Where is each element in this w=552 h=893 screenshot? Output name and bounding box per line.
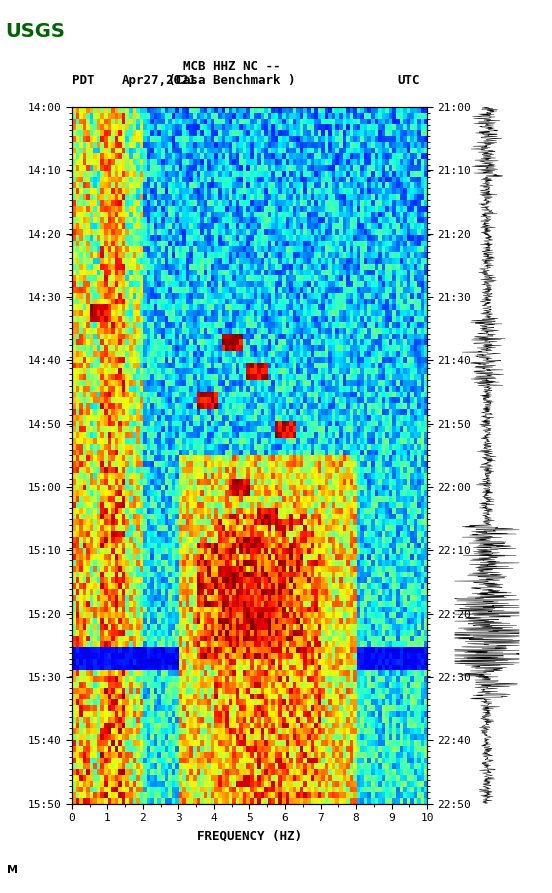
X-axis label: FREQUENCY (HZ): FREQUENCY (HZ) xyxy=(197,829,302,842)
Text: USGS: USGS xyxy=(6,22,65,41)
Text: UTC: UTC xyxy=(397,74,420,87)
Text: PDT: PDT xyxy=(72,74,94,87)
Text: $\mathbf{M}$: $\mathbf{M}$ xyxy=(6,864,18,875)
Text: Apr27,2021: Apr27,2021 xyxy=(121,74,197,87)
Text: MCB HHZ NC --: MCB HHZ NC -- xyxy=(183,61,280,73)
Text: (Casa Benchmark ): (Casa Benchmark ) xyxy=(168,74,295,87)
